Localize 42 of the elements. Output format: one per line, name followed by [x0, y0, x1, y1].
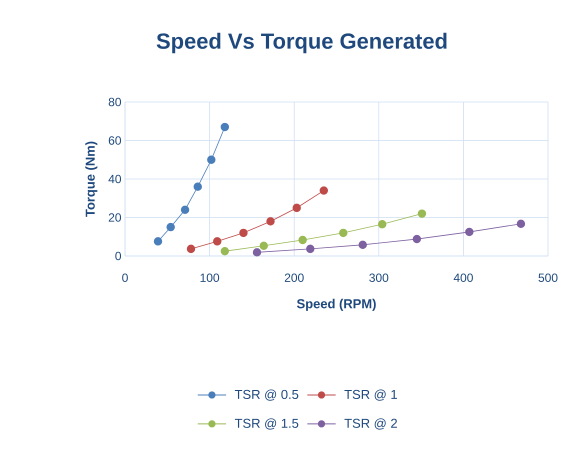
x-tick-label: 100	[200, 274, 220, 282]
point	[220, 246, 230, 256]
legend-label: TSR @ 1.5	[234, 418, 298, 430]
point	[166, 222, 175, 232]
point	[180, 206, 190, 214]
y-tick-label: 80	[108, 98, 122, 106]
point	[239, 228, 248, 238]
point	[154, 237, 162, 246]
point	[186, 244, 196, 254]
point	[306, 244, 314, 254]
point	[292, 204, 301, 212]
point	[465, 228, 474, 236]
x-tick-label: 200	[284, 274, 304, 282]
legend-label: TSR @ 1	[344, 390, 397, 401]
point	[320, 186, 328, 195]
point	[220, 122, 230, 132]
point	[213, 237, 222, 246]
point	[418, 209, 426, 218]
point	[207, 156, 216, 164]
legend-label: TSR @ 2	[344, 418, 397, 430]
point	[298, 236, 307, 244]
y-tick-label: 20	[108, 213, 122, 222]
x-tick-label: 400	[454, 274, 473, 282]
point	[412, 234, 422, 244]
y-tick-label: 40	[108, 174, 122, 184]
point	[260, 242, 268, 250]
point	[266, 217, 275, 226]
x-tick-label: 500	[538, 274, 558, 282]
y-tick-label: 0	[115, 252, 122, 260]
x-tick-label: 300	[369, 274, 388, 282]
legend-label: TSR @ 0.5	[234, 390, 298, 401]
y-axis-title: Torque (Nm)	[85, 142, 98, 217]
point	[358, 240, 367, 250]
chart-title: Speed Vs Torque Generated	[156, 32, 447, 54]
point	[339, 228, 348, 238]
x-axis-title: Speed (RPM)	[296, 298, 376, 311]
x-tick-label: 0	[122, 274, 128, 282]
point	[378, 220, 386, 228]
point	[252, 248, 262, 257]
y-tick-label: 60	[108, 136, 122, 145]
point	[516, 220, 526, 228]
point	[194, 182, 202, 191]
